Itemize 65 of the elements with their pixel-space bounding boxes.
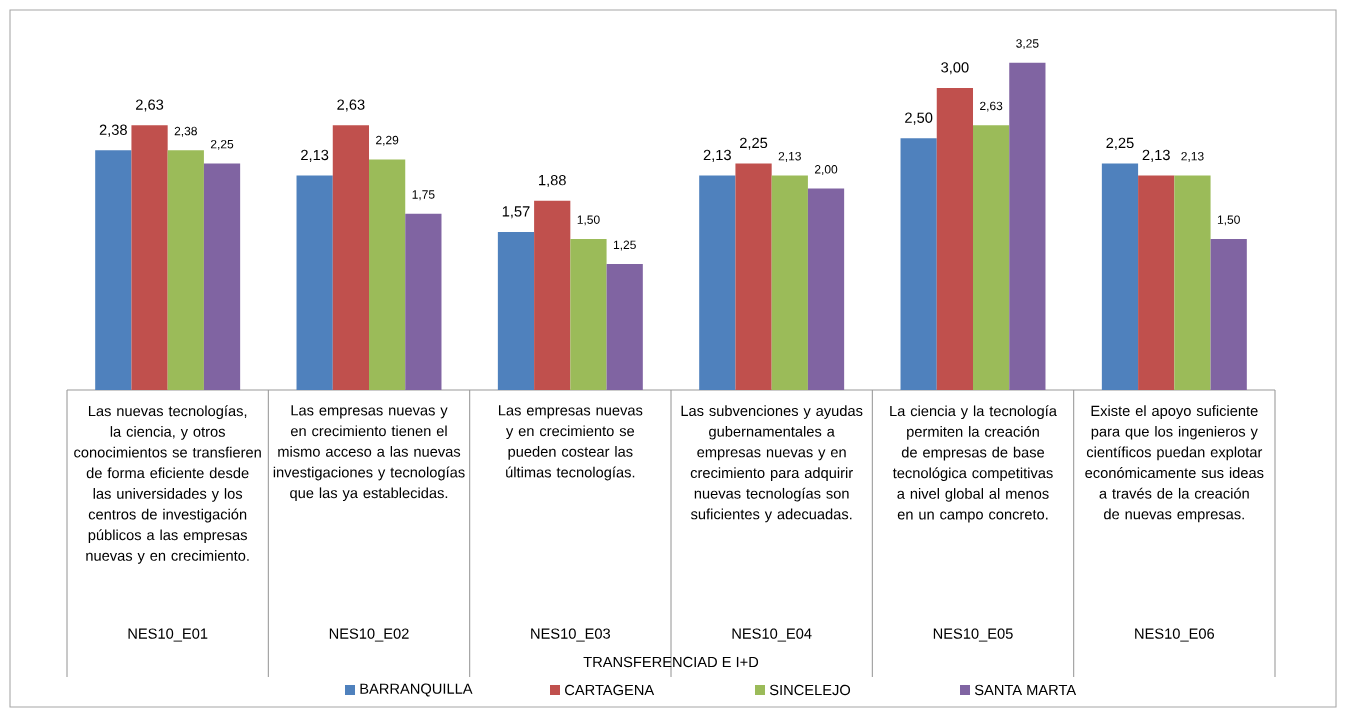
- data-label: 2,25: [1106, 137, 1134, 150]
- bar: [534, 200, 571, 390]
- legend-label: BARRANQUILLA: [360, 683, 473, 697]
- data-label: 2,29: [376, 135, 399, 146]
- data-label: 2,63: [136, 99, 164, 112]
- bar: [369, 159, 406, 390]
- data-label: 2,00: [814, 165, 838, 175]
- bar: [1174, 175, 1211, 390]
- data-label: 1,88: [539, 174, 566, 188]
- legend-label: CARTAGENA: [565, 684, 655, 696]
- x-tick-label: Las empresas nuevas y en crecimiento tienen el mismo acceso a las nuevas investigaciones y tecnologías que las ya establecidas.: [273, 405, 465, 502]
- data-label: 2,50: [905, 112, 933, 125]
- data-label: 1,57: [502, 206, 530, 219]
- bar: [973, 125, 1010, 390]
- data-label: 2,38: [99, 124, 127, 137]
- data-label: 2,25: [740, 137, 768, 150]
- data-label: 1,50: [577, 215, 600, 226]
- data-label: 2,63: [337, 99, 365, 112]
- bar: [203, 163, 241, 390]
- legend-label: SINCELEJO: [769, 684, 851, 696]
- x-tick-label: Las nuevas tecnologías, la ciencia, y otros conocimientos se transfieren de forma eficiente desde las universidades y los centros de investigación públicos a las empresas nuevas y en crecimiento.: [74, 405, 261, 564]
- text: NES10_E05: [933, 628, 1013, 642]
- bar: [1138, 175, 1175, 390]
- data-label: 2,13: [1181, 151, 1204, 162]
- text: NES10_E02: [329, 628, 409, 642]
- data-label: 2,25: [210, 139, 234, 150]
- data-label: 3,00: [941, 62, 969, 75]
- text: NES10_E06: [1135, 628, 1215, 642]
- bar: [131, 125, 168, 390]
- bar: [606, 264, 643, 390]
- data-label: 1,75: [412, 190, 435, 201]
- data-label: 2,13: [301, 149, 329, 162]
- bar: [771, 175, 808, 390]
- data-label: 1,25: [613, 240, 636, 251]
- data-label: 3,25: [1016, 39, 1039, 50]
- data-label: 1,50: [1217, 215, 1240, 226]
- x-tick-label: Existe el apoyo suficiente para que los ingenieros y científicos puedan explotar económicamente sus ideas a través de la creación de nuevas empresas.: [1085, 405, 1264, 523]
- text: NES10_E04: [732, 628, 812, 642]
- text: NES10_E03: [531, 628, 611, 642]
- x-tick-label: Las subvenciones y ayudas gubernamentales a empresas nuevas y en crecimiento para adquirir nuevas tecnologías son suficientes y adecuadas.: [681, 405, 863, 523]
- bar: [570, 238, 607, 390]
- data-label: 2,13: [778, 151, 801, 162]
- x-tick-label: La ciencia y la tecnología permiten la creación de empresas de base tecnológica competitivas a nivel global al menos en un campo concreto.: [890, 405, 1057, 523]
- bar: [405, 213, 442, 390]
- bar: [1009, 62, 1046, 390]
- bar: [332, 125, 370, 390]
- bar: [1210, 238, 1247, 390]
- bar: [735, 163, 772, 390]
- text: NES10_E01: [128, 628, 208, 642]
- bar: [900, 138, 937, 390]
- data-label: 2,38: [174, 126, 197, 137]
- data-label: 2,13: [1142, 149, 1170, 162]
- bar: [497, 231, 535, 390]
- bar: [699, 175, 736, 390]
- data-label: 2,63: [980, 101, 1003, 112]
- bar: [936, 87, 974, 390]
- text: TRANSFERENCIAD E I+D: [583, 656, 759, 668]
- bar: [807, 188, 845, 390]
- bar: [167, 150, 204, 390]
- bar: [95, 150, 132, 390]
- bar: [1101, 163, 1139, 390]
- bar: [296, 175, 333, 390]
- legend-label: SANTA MARTA: [974, 684, 1077, 696]
- x-tick-label: Las empresas nuevas y en crecimiento se pueden costear las últimas tecnologías.: [498, 405, 643, 481]
- data-label: 2,13: [703, 149, 731, 162]
